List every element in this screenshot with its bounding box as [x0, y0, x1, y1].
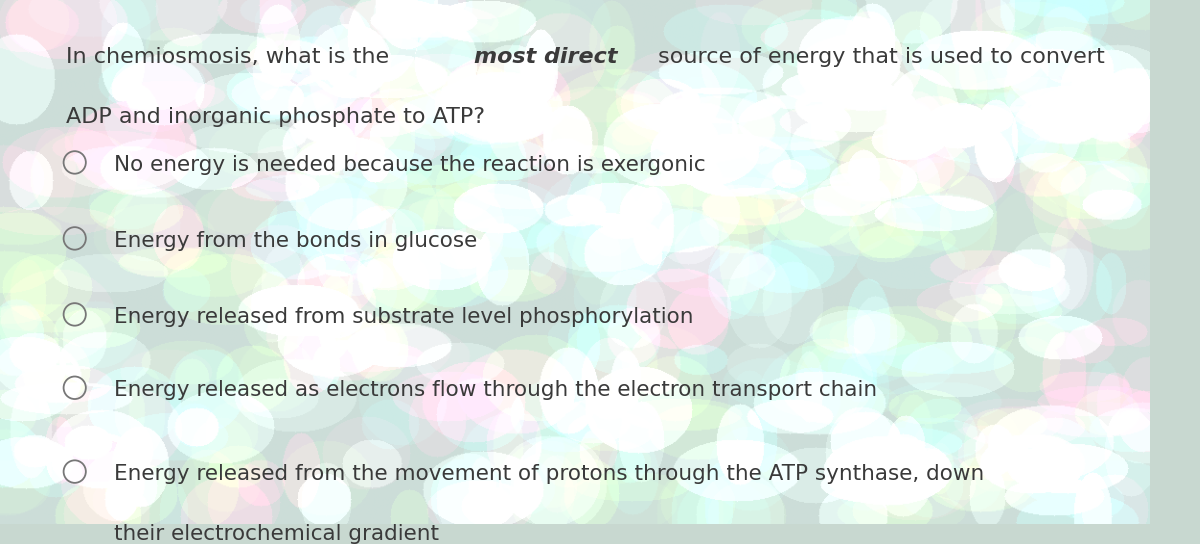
Text: Energy released from substrate level phosphorylation: Energy released from substrate level pho… [114, 306, 694, 326]
Text: Energy from the bonds in glucose: Energy from the bonds in glucose [114, 231, 478, 251]
Text: ADP and inorganic phosphate to ATP?: ADP and inorganic phosphate to ATP? [66, 107, 485, 127]
Text: source of energy that is used to convert: source of energy that is used to convert [652, 47, 1105, 67]
Text: Energy released from the movement of protons through the ATP synthase, down: Energy released from the movement of pro… [114, 463, 984, 484]
Text: In chemiosmosis, what is the: In chemiosmosis, what is the [66, 47, 396, 67]
Text: their electrochemical gradient: their electrochemical gradient [114, 524, 439, 544]
Text: most direct: most direct [474, 47, 617, 67]
Text: Energy released as electrons flow through the electron transport chain: Energy released as electrons flow throug… [114, 380, 877, 400]
Text: No energy is needed because the reaction is exergonic: No energy is needed because the reaction… [114, 154, 706, 175]
